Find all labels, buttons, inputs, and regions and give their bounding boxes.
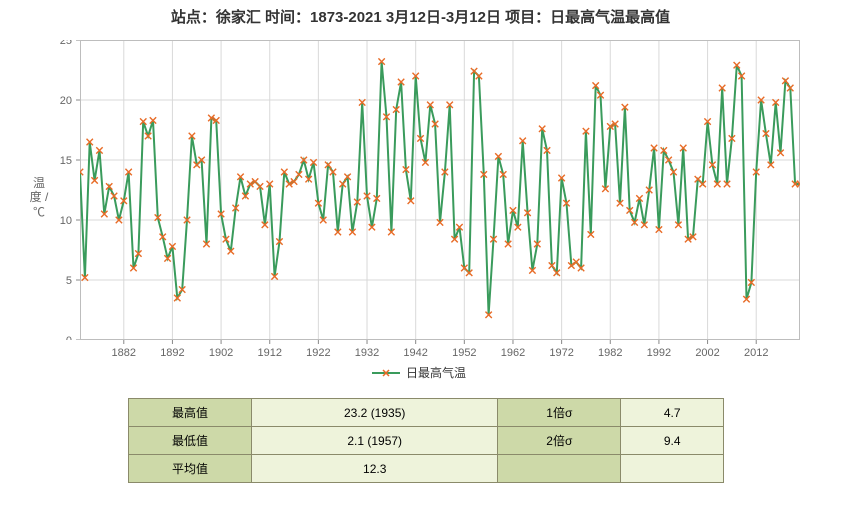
x-axis: 1882 1892 1902 1912 1922 1932 1942 1952 1962 1972… — [80, 340, 800, 360]
chart-container: 温 度 / ℃ 18821892190219121922193219421952… — [24, 26, 814, 386]
stat-key: 最高值 — [129, 399, 252, 427]
svg-text:1922: 1922 — [306, 347, 330, 359]
svg-text:1952: 1952 — [452, 347, 476, 359]
y-axis: 0 5 10 15 20 25 — [44, 40, 80, 340]
svg-text:1912: 1912 — [257, 347, 281, 359]
svg-text:1902: 1902 — [209, 347, 233, 359]
stat-val: 23.2 (1935) — [252, 399, 498, 427]
legend: 日最高气温 — [24, 364, 814, 381]
chart-svg — [80, 40, 800, 340]
stat-key2: 2倍σ — [498, 427, 621, 455]
svg-text:25: 25 — [60, 40, 72, 47]
stat-val: 2.1 (1957) — [252, 427, 498, 455]
legend-swatch — [372, 367, 400, 381]
stat-val2: 9.4 — [621, 427, 724, 455]
svg-text:2012: 2012 — [744, 347, 768, 359]
svg-text:1962: 1962 — [501, 347, 525, 359]
svg-text:5: 5 — [66, 275, 72, 287]
chart-title: 站点：徐家汇 时间：1873-2021 3月12日-3月12日 项目：日最高气温… — [0, 0, 841, 27]
svg-text:10: 10 — [60, 215, 72, 227]
legend-label: 日最高气温 — [406, 366, 466, 380]
stats-table: 最高值23.2 (1935)1倍σ4.7 最低值2.1 (1957)2倍σ9.4 平… — [128, 398, 724, 483]
svg-text:20: 20 — [60, 95, 72, 107]
stat-key2 — [498, 455, 621, 483]
svg-text:1992: 1992 — [647, 347, 671, 359]
svg-text:15: 15 — [60, 155, 72, 167]
stat-val: 12.3 — [252, 455, 498, 483]
svg-text:0: 0 — [66, 335, 72, 340]
svg-text:1882: 1882 — [112, 347, 136, 359]
svg-text:1932: 1932 — [355, 347, 379, 359]
svg-text:1972: 1972 — [549, 347, 573, 359]
stat-key2: 1倍σ — [498, 399, 621, 427]
svg-text:1892: 1892 — [160, 347, 184, 359]
svg-text:2002: 2002 — [695, 347, 719, 359]
svg-text:1982: 1982 — [598, 347, 622, 359]
stat-val2 — [621, 455, 724, 483]
stat-key: 最低值 — [129, 427, 252, 455]
svg-text:1942: 1942 — [403, 347, 427, 359]
stat-key: 平均值 — [129, 455, 252, 483]
stat-val2: 4.7 — [621, 399, 724, 427]
